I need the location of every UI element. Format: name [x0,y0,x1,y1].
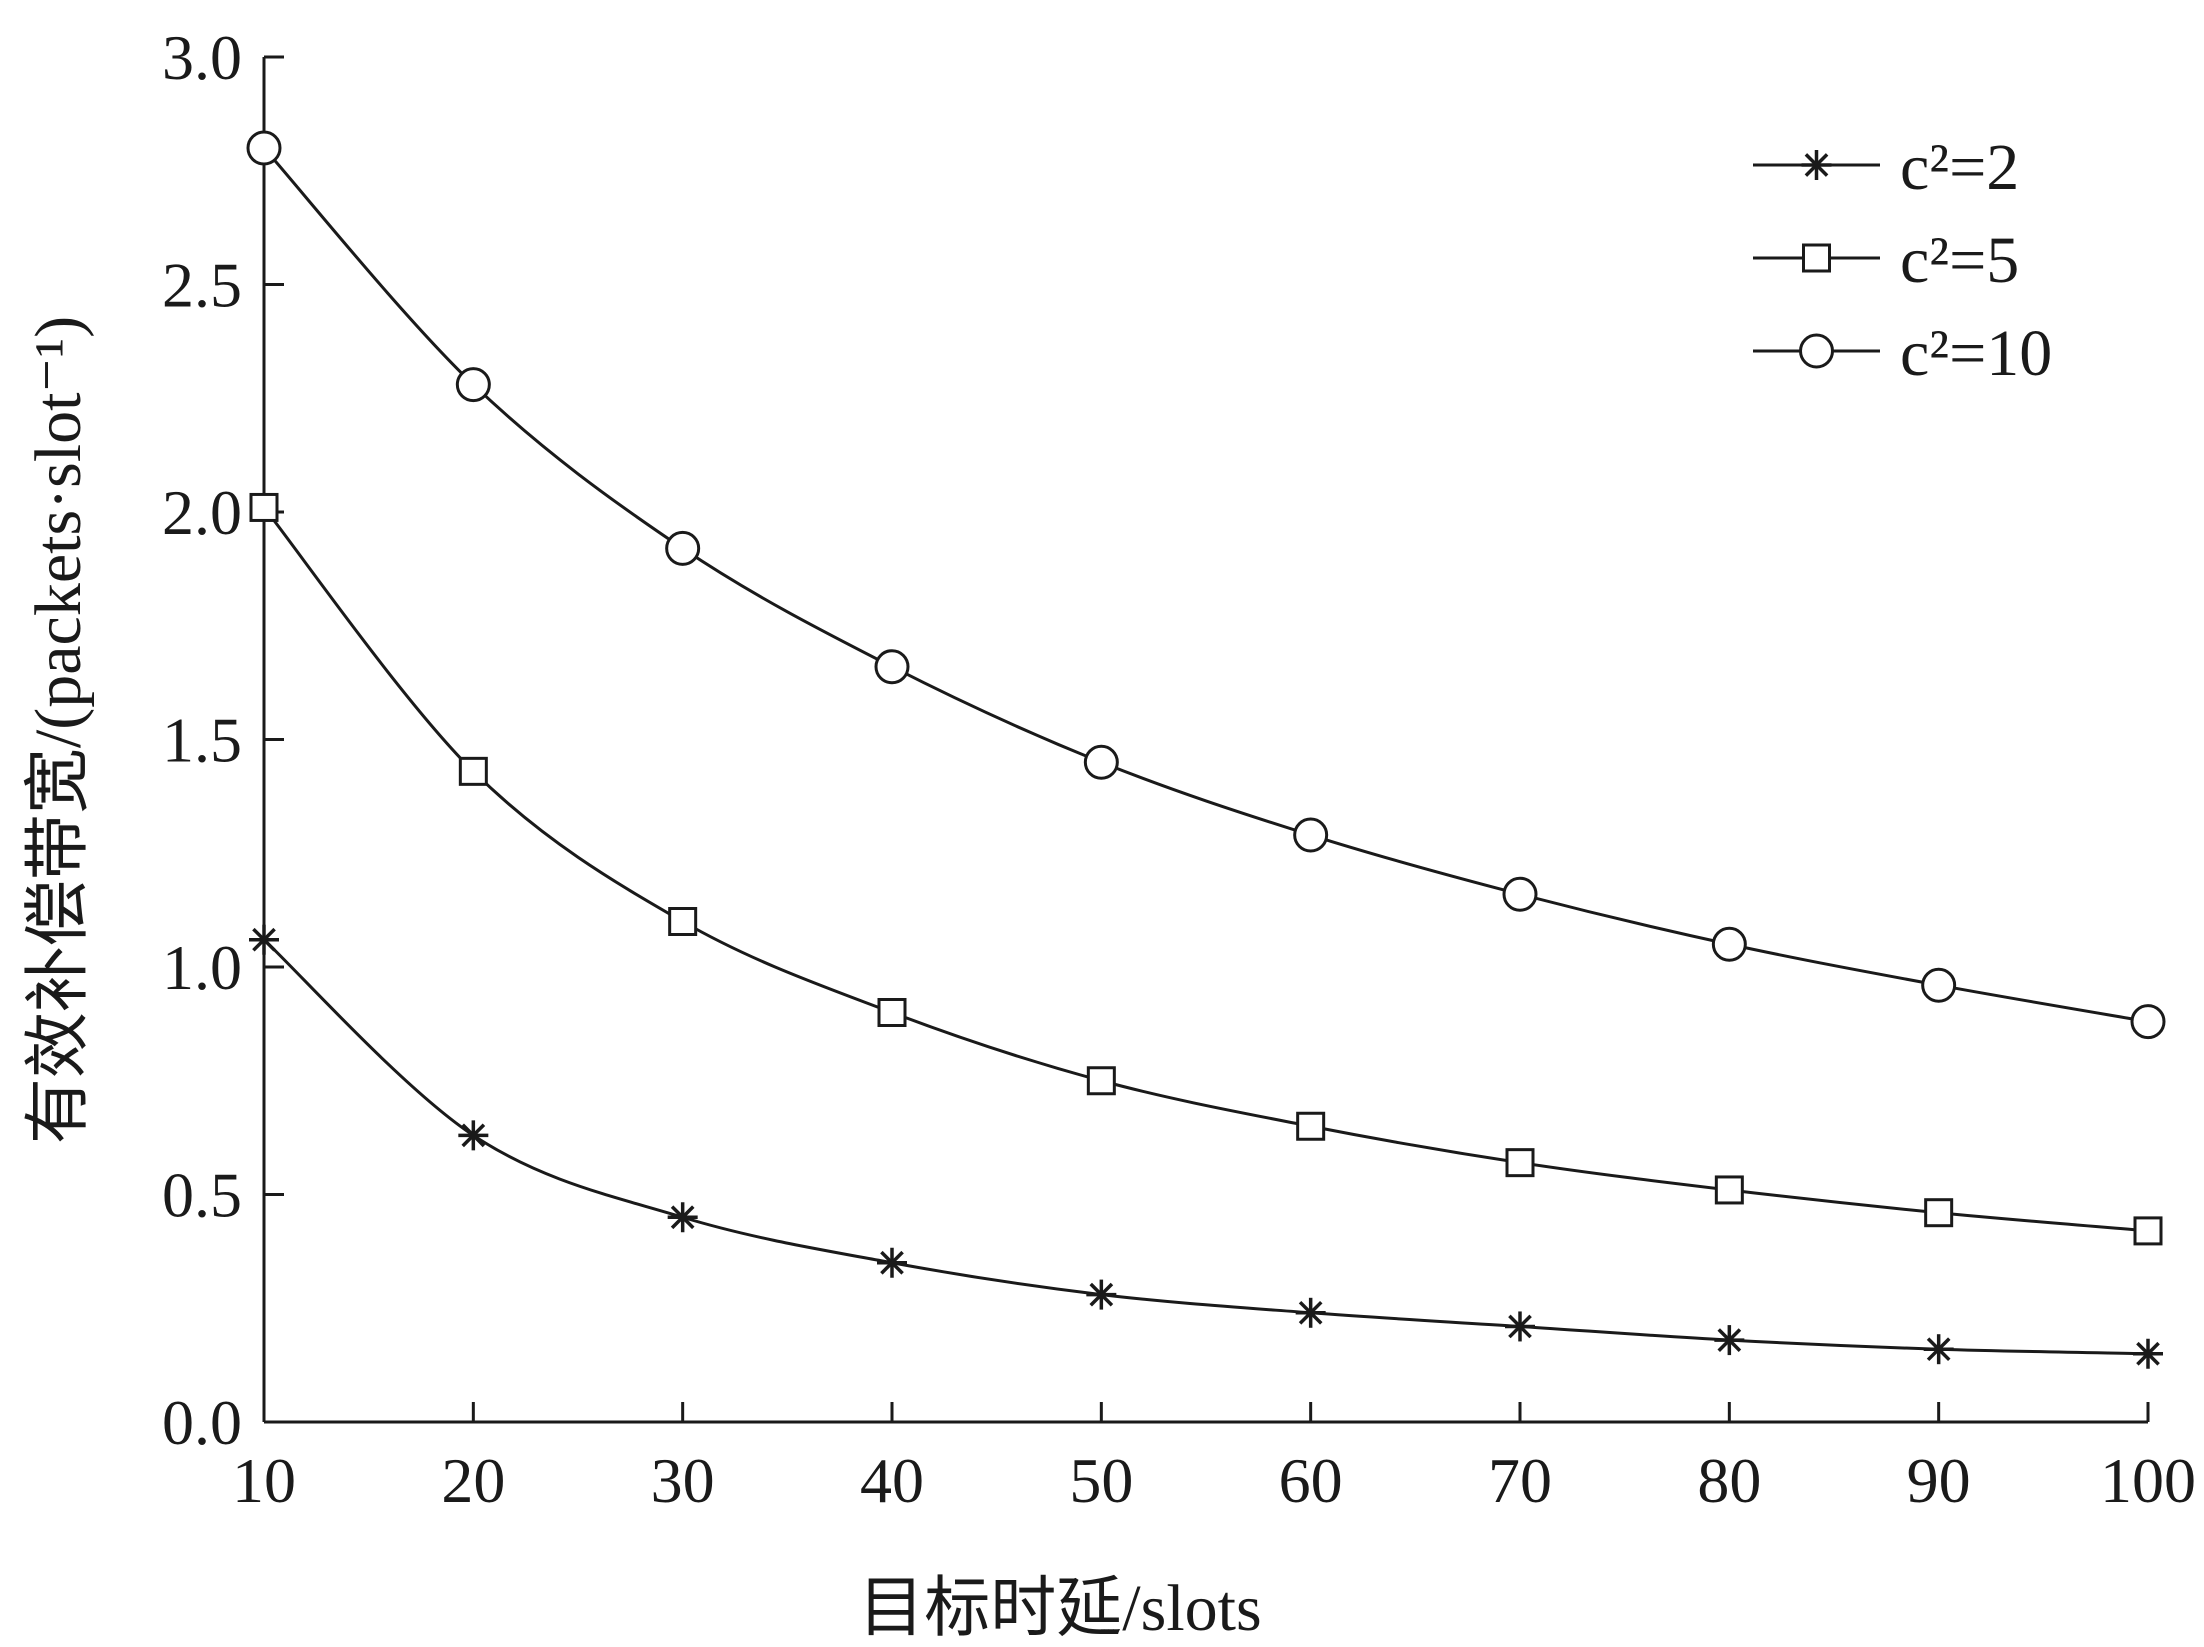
x-tick-label: 40 [860,1445,924,1516]
legend-item: c²=2 [1753,131,2019,204]
y-tick-label: 1.5 [162,705,242,776]
legend-label: c²=2 [1900,131,2019,204]
data-point [1505,1148,1535,1178]
x-tick-label: 70 [1488,1445,1552,1516]
data-point [2133,1216,2163,1246]
data-point [877,998,907,1027]
y-axis-title: 有效补偿带宽/(packets·slot⁻¹) [22,316,95,1144]
y-tick-label: 3.0 [162,22,242,93]
data-point [667,1202,698,1233]
legend-marker [1801,150,1832,180]
data-point [2133,1338,2163,1369]
series-asterisk [249,924,2163,1369]
data-point [455,367,491,403]
x-axis-ticks: 10 20 30 40 50 60 70 80 90 100 [232,1402,2196,1516]
asterisk-stroke [2136,1341,2160,1366]
x-tick-label: 80 [1697,1445,1761,1516]
legend-marker [1802,243,1831,273]
asterisk-stroke [1089,1282,1114,1307]
x-tick-label: 50 [1069,1445,1133,1516]
series-line [262,938,2149,1356]
legend-label: c²=10 [1900,317,2052,390]
x-axis-title: 目标时延/slots [858,1572,1261,1645]
series-square [249,492,2163,1246]
x-tick-label: 10 [232,1445,296,1516]
series-line [262,506,2149,1233]
data-point [1505,1311,1535,1342]
series-group [246,130,2166,1369]
series-line [262,147,2149,1024]
y-axis-ticks: 0.0 0.5 1.0 1.5 2.0 2.5 3.0 [162,22,284,1458]
asterisk-stroke [461,1123,486,1148]
asterisk-stroke [1508,1314,1532,1339]
data-point [668,907,698,936]
data-point [1293,817,1329,853]
x-tick-label: 30 [651,1445,715,1516]
asterisk-stroke [1717,1328,1742,1352]
data-point [2130,1004,2166,1040]
data-point [1923,1334,1954,1365]
y-tick-label: 0.0 [162,1387,242,1458]
y-tick-label: 0.5 [162,1160,242,1231]
data-point [877,1247,907,1278]
data-point [1083,744,1119,780]
axes [262,57,2148,1424]
legend-item: c²=10 [1753,317,2052,390]
data-point [1502,876,1538,912]
data-point [249,924,279,955]
legend-label: c²=5 [1900,224,2019,297]
data-point [1924,1198,1954,1228]
y-tick-label: 2.0 [162,477,242,548]
data-point [874,649,910,685]
data-point [1086,1066,1116,1096]
x-tick-label: 100 [2100,1445,2196,1516]
data-point [1086,1279,1117,1310]
data-point [458,756,488,786]
data-point [1714,1175,1744,1205]
asterisk-stroke [1298,1300,1323,1325]
asterisk-stroke [1926,1337,1951,1362]
data-point [1296,1111,1326,1141]
x-tick-label: 90 [1907,1445,1971,1516]
data-point [665,530,701,566]
asterisk-stroke [670,1205,695,1230]
y-tick-label: 1.0 [162,932,242,1003]
legend-item: c²=5 [1753,224,2019,297]
data-point [246,130,282,166]
data-point [1921,967,1957,1003]
data-point [458,1120,489,1151]
asterisk-stroke [880,1250,904,1275]
legend-marker [1799,333,1834,369]
data-point [1711,926,1747,962]
y-tick-label: 2.5 [162,250,242,321]
series-circle [246,130,2166,1040]
data-point [1714,1325,1745,1356]
legend: c²=2 c²=5 c²=10 [1753,131,2052,390]
x-tick-label: 20 [441,1445,505,1516]
data-point [1295,1297,1326,1328]
x-tick-label: 60 [1279,1445,1343,1516]
data-point [249,492,279,522]
asterisk-stroke [252,927,276,952]
asterisk-stroke [1804,153,1829,177]
